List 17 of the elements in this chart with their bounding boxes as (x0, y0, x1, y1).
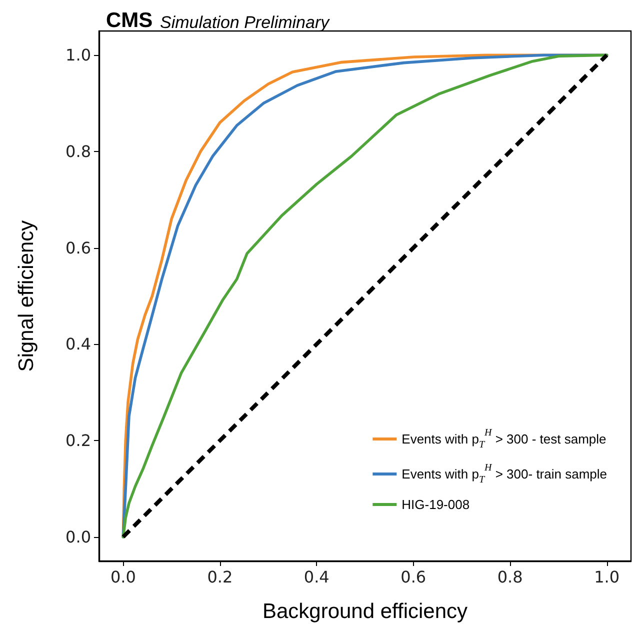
y-tick-label: 0.4 (66, 334, 91, 354)
x-tick-label: 0.2 (207, 568, 233, 586)
x-tick-label: 0.6 (400, 568, 426, 586)
chart-title: CMS (106, 9, 153, 32)
y-tick-label: 0.2 (66, 431, 91, 450)
x-axis-title: Background efficiency (262, 600, 468, 623)
x-tick-label: 1.0 (594, 568, 620, 586)
x-tick-label: 0.8 (497, 568, 523, 586)
x-tick-label: 0.4 (304, 568, 330, 586)
legend-label: HIG-19-008 (402, 497, 470, 512)
y-tick-label: 0.6 (66, 238, 91, 258)
x-tick-label: 0.0 (110, 568, 136, 586)
y-tick-label: 1.0 (66, 46, 91, 65)
y-axis-title: Signal efficiency (15, 220, 38, 372)
y-tick-label: 0.0 (66, 527, 91, 546)
chart-subtitle: Simulation Preliminary (160, 13, 331, 32)
y-tick-label: 0.8 (66, 142, 91, 161)
